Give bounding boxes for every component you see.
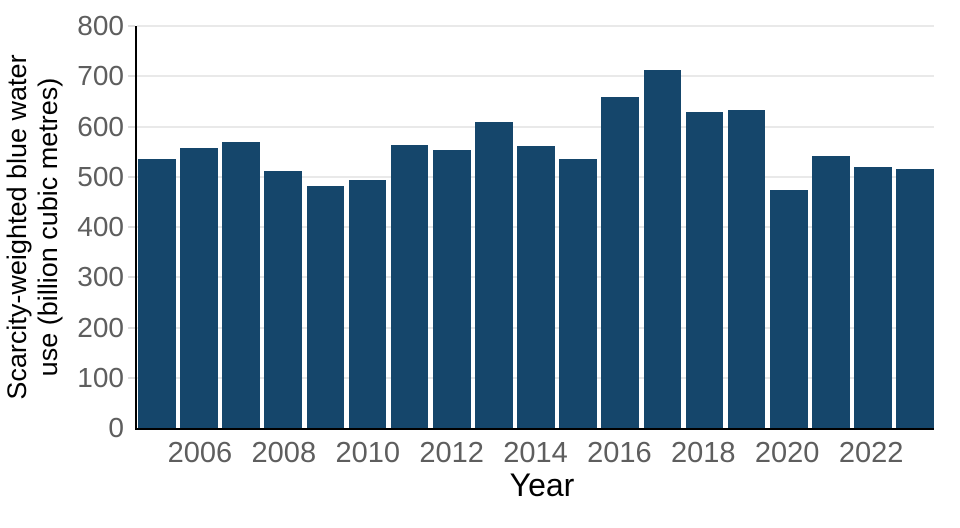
bar-2022[interactable]	[854, 167, 892, 428]
y-tick-label-400: 400	[77, 211, 124, 242]
bar-2015[interactable]	[559, 159, 597, 428]
x-tick-label-2010: 2010	[335, 437, 400, 469]
bar-2012[interactable]	[432, 150, 471, 428]
bar-2019[interactable]	[727, 109, 766, 428]
y-tick-mark-100	[128, 377, 135, 379]
plot-area	[128, 25, 934, 430]
bar-2017[interactable]	[643, 69, 682, 428]
bar-2020[interactable]	[769, 189, 808, 428]
y-tick-label-200: 200	[77, 311, 124, 343]
bar-2006[interactable]	[180, 148, 218, 428]
x-axis-title: Year	[509, 467, 575, 503]
x-tick-label-2016: 2016	[587, 437, 652, 469]
x-tick-label-2020: 2020	[754, 437, 820, 469]
y-tick-label-600: 600	[77, 110, 124, 142]
y-tick-label-500: 500	[77, 160, 124, 192]
x-tick-label-2006: 2006	[167, 437, 233, 469]
y-tick-mark-800	[128, 25, 135, 27]
bar-2007[interactable]	[222, 141, 260, 428]
x-tick-label-2014: 2014	[503, 437, 568, 469]
x-tick-label-2008: 2008	[251, 437, 317, 469]
x-axis-tick-labels: 2006 2008 2010 2012 2014 2016 2018 2020 2022	[137, 438, 934, 470]
bar-2009[interactable]	[306, 186, 345, 428]
y-tick-mark-200	[128, 327, 135, 329]
gridline-600	[137, 126, 934, 128]
bars-container	[138, 26, 934, 428]
x-tick-label-2018: 2018	[671, 437, 736, 469]
bar-2013[interactable]	[475, 121, 513, 428]
bar-2014[interactable]	[517, 145, 555, 428]
y-tick-label-700: 700	[77, 60, 124, 92]
y-tick-label-100: 100	[77, 361, 124, 393]
y-tick-mark-600	[128, 126, 135, 128]
y-tick-label-800: 800	[77, 10, 124, 41]
gridline-800	[137, 25, 934, 27]
y-tick-label-0: 0	[108, 412, 124, 443]
bar-2023[interactable]	[896, 169, 934, 428]
y-tick-label-300: 300	[77, 261, 124, 293]
bar-2021[interactable]	[812, 156, 850, 428]
gridline-700	[137, 75, 934, 77]
y-tick-mark-500	[128, 176, 135, 178]
y-tick-mark-700	[128, 75, 135, 77]
y-tick-mark-400	[128, 226, 135, 228]
x-tick-label-2012: 2012	[419, 437, 484, 469]
y-axis-tick-labels: 0 100 200 300 400 500 600 700 800	[0, 11, 124, 443]
bar-2005[interactable]	[138, 159, 176, 428]
bar-2010[interactable]	[348, 179, 387, 428]
bar-2018[interactable]	[685, 111, 724, 428]
bar-2011[interactable]	[390, 145, 429, 428]
x-tick-label-2022: 2022	[838, 437, 904, 469]
y-tick-mark-300	[128, 276, 135, 278]
bar-2016[interactable]	[601, 97, 639, 428]
bar-2008[interactable]	[264, 170, 302, 428]
